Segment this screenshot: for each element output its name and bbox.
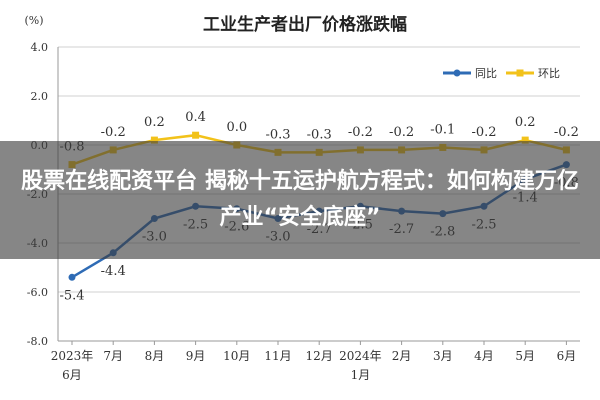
data-label-mom: 0.4: [185, 110, 206, 125]
x-tick-label: 2月: [392, 349, 412, 363]
headline-text[interactable]: 股票在线配资平台 揭秘十五运护航方程式：如何构建万亿产业“安全底座”: [21, 169, 579, 230]
data-label-mom: -0.2: [554, 125, 579, 140]
legend-marker-yoy: [453, 69, 461, 77]
legend: 同比 环比: [443, 67, 560, 80]
x-axis-ticks: 2023年 6月 7月 8月 9月 10月 11月 12月 2024年 1月 2月 3月 4月 5月 6月: [51, 341, 576, 382]
data-label-mom: -0.2: [471, 125, 496, 140]
x-tick-label: 6月: [62, 368, 82, 382]
data-point-mom: [521, 136, 529, 144]
chart-title: 工业生产者出厂价格涨跌幅: [203, 14, 407, 35]
y-unit-label: (%): [24, 14, 43, 27]
data-label-mom: -0.2: [348, 125, 373, 140]
x-tick-label: 3月: [433, 349, 453, 363]
x-tick-label: 12月: [306, 349, 333, 363]
data-label-mom: 0.2: [515, 115, 536, 130]
data-point-mom: [192, 131, 200, 139]
x-tick-label: 8月: [145, 349, 165, 363]
x-tick-label: 7月: [103, 349, 123, 363]
x-tick-label: 2024年: [339, 349, 382, 363]
legend-marker-mom: [516, 69, 524, 77]
y-tick-label: 4.0: [31, 41, 49, 54]
y-tick-label: 2.0: [31, 90, 49, 103]
x-tick-label: 5月: [515, 349, 535, 363]
data-label-yoy: -5.4: [59, 288, 84, 303]
data-label-mom: -0.2: [101, 125, 126, 140]
data-label-mom: -0.1: [430, 122, 455, 137]
x-tick-label: 6月: [557, 349, 577, 363]
x-tick-label: 2023年: [51, 349, 94, 363]
x-tick-label: 10月: [223, 349, 250, 363]
legend-label-mom: 环比: [538, 67, 560, 80]
data-point-yoy: [68, 273, 76, 281]
data-label-mom: -0.2: [389, 125, 414, 140]
x-tick-label: 1月: [351, 368, 371, 382]
x-tick-label: 11月: [264, 349, 291, 363]
x-tick-label: 4月: [474, 349, 494, 363]
legend-label-yoy: 同比: [475, 67, 497, 80]
data-label-mom: -0.3: [265, 127, 290, 142]
y-tick-label: -6.0: [27, 286, 48, 299]
y-tick-label: -8.0: [27, 335, 48, 348]
data-label-yoy: -4.4: [101, 264, 126, 279]
data-label-mom: 0.2: [144, 115, 165, 130]
headline-banner[interactable]: 股票在线配资平台 揭秘十五运护航方程式：如何构建万亿产业“安全底座”: [0, 141, 600, 259]
x-tick-label: 9月: [186, 349, 206, 363]
data-point-mom: [150, 136, 158, 144]
data-label-mom: 0.0: [226, 120, 247, 135]
data-label-mom: -0.3: [307, 127, 332, 142]
